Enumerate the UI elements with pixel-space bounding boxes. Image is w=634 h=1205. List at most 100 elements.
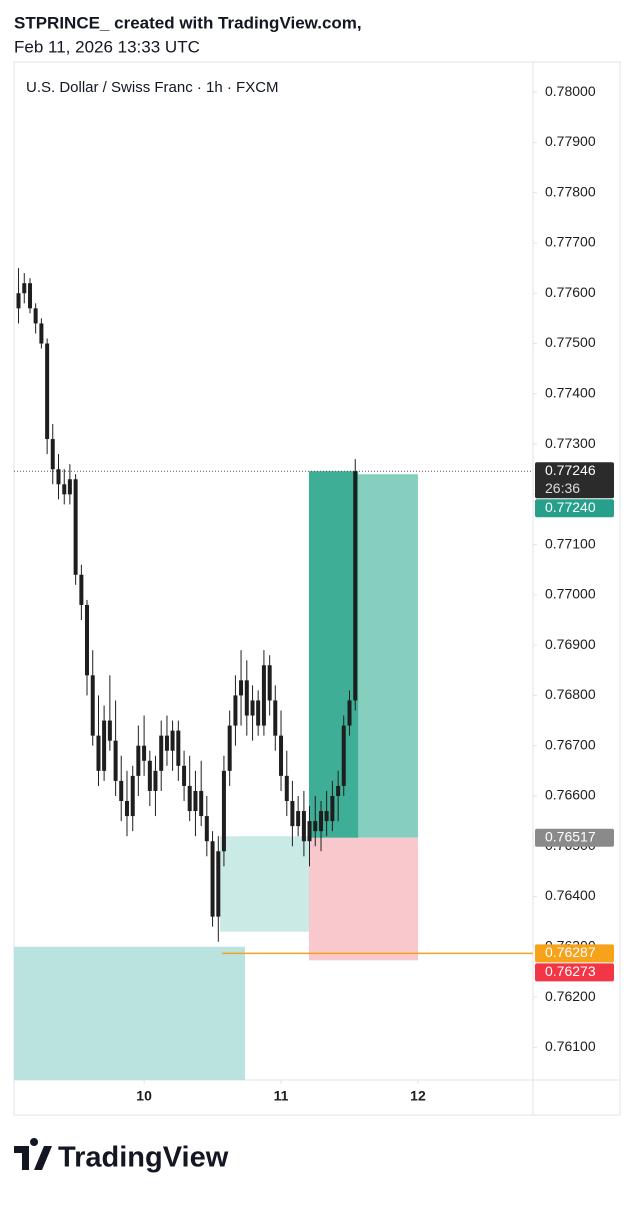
y-tick-label: 0.76600 [545,787,596,803]
candle-body [199,790,204,817]
candle-body [221,770,226,852]
price-label-box [535,828,614,847]
y-tick-label: 0.78000 [545,83,596,99]
candle-body [130,775,135,817]
price-label-box [535,499,614,518]
candle-body [153,770,158,791]
candle-body [90,675,95,736]
x-tick-label: 11 [274,1088,289,1104]
plot-area [14,268,533,1080]
axes: 0.761000.762000.763000.764000.765000.766… [136,83,614,1104]
y-tick-label: 0.77300 [545,435,596,451]
candle-body [142,745,147,761]
y-tick-label: 0.76800 [545,686,596,702]
y-tick-label: 0.76900 [545,636,596,652]
candle-body [313,821,318,832]
position-loss [308,837,418,961]
candle-body [33,308,38,324]
candle-body [210,841,215,917]
countdown: 26:36 [545,480,580,496]
candle-body [113,740,118,781]
candle-body [330,795,335,822]
header-date: Feb 11, 2026 13:33 UTC [14,37,200,56]
y-tick-label: 0.76400 [545,887,596,903]
candle-body [279,735,284,776]
candle-body [50,439,55,470]
chart-title: U.S. Dollar / Swiss Franc · 1h · FXCM [26,79,279,96]
candle-body [39,323,44,344]
candle-body [84,604,89,676]
y-tick-label: 0.77600 [545,284,596,300]
candle-body [336,785,341,796]
candle-body [159,735,164,771]
candle-body [273,700,278,736]
footer-brand: TradingView [58,1142,229,1174]
candle-body [187,785,192,812]
candle-body [324,811,329,822]
candle-body [193,790,198,812]
candle-body [45,343,50,440]
y-tick-label: 0.77700 [545,234,596,250]
candle-body [176,730,181,766]
candle-body [250,700,255,716]
y-tick-label: 0.76700 [545,736,596,752]
price-label-box [535,944,614,963]
candle-body [67,479,72,495]
candle-body [307,821,312,842]
candle-body [267,665,272,701]
candle-body [96,735,101,771]
candle-body [73,479,78,575]
candle-body [284,775,289,801]
candle-body [341,725,346,786]
price-label: 0.76273 [545,963,596,979]
candle-body [204,816,209,842]
candle-body [239,680,244,696]
y-tick-label: 0.77000 [545,586,596,602]
candle-body [107,720,112,741]
candle-body [347,700,352,726]
candle-body [261,665,266,726]
candle-body [256,700,261,726]
y-tick-label: 0.76200 [545,988,596,1004]
y-tick-label: 0.77400 [545,384,596,400]
footer-logo [14,1138,52,1170]
header-author: STPRINCE_ created with TradingView.com, [14,13,362,32]
candle-body [290,800,295,827]
chart-frame [13,61,621,1116]
zone [14,946,246,1080]
candle-body [353,471,358,701]
candle-body [79,574,84,605]
candle-body [28,283,33,309]
candle-body [56,469,61,485]
candle-body [301,811,306,842]
candle-body [227,725,232,771]
y-tick-label: 0.77900 [545,133,596,149]
candle-body [124,800,129,817]
y-tick-label: 0.77500 [545,334,596,350]
position-active [308,471,359,838]
candle-body [216,851,221,917]
y-tick-label: 0.76100 [545,1038,596,1054]
candle-body [22,283,27,294]
x-tick-label: 12 [410,1088,426,1104]
price-label-box [535,462,614,499]
y-tick-label: 0.77100 [545,535,596,551]
price-label: 0.76287 [545,944,596,960]
candle-body [182,765,187,786]
candle-body [170,730,175,751]
candle-body [164,735,169,751]
candle-body [102,720,107,771]
price-label: 0.76517 [545,828,596,844]
candle-body [62,484,67,495]
candle-body [16,293,21,309]
price-label: 0.77240 [545,499,596,515]
candle-body [136,745,141,776]
price-label: 0.77246 [545,462,596,478]
price-label-box [535,963,614,982]
candle-body [319,811,324,832]
y-tick-label: 0.77800 [545,183,596,199]
candle-body [233,695,238,726]
zone [220,836,325,932]
